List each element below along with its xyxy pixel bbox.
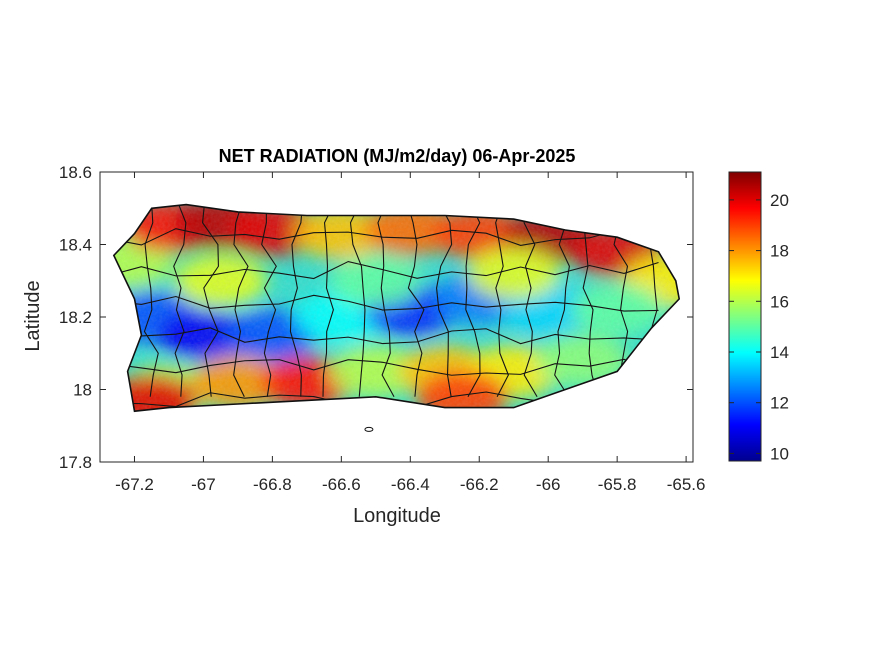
- municipality-boundary: [113, 260, 659, 280]
- municipality-boundary: [523, 204, 538, 398]
- y-axis: 17.8 18 18.2 18.4 18.6: [59, 163, 693, 472]
- y-tick-label: 18: [73, 381, 92, 400]
- municipality-boundary: [261, 204, 277, 397]
- x-tick-label: -66: [536, 475, 561, 494]
- x-tick-label: -67: [191, 475, 216, 494]
- x-tick-label: -67.2: [115, 475, 154, 494]
- colorbar-tick-label: 10: [770, 444, 789, 463]
- municipality-boundary: [113, 227, 659, 246]
- municipality-boundary: [406, 204, 425, 397]
- y-tick-label: 17.8: [59, 453, 92, 472]
- municipality-boundary: [113, 294, 659, 312]
- colorbar-tick-label: 16: [770, 292, 789, 311]
- municipality-boundary: [582, 204, 599, 397]
- municipality-boundary: [436, 204, 453, 397]
- colorbar-tick-label: 20: [770, 191, 789, 210]
- x-axis-label: Longitude: [353, 505, 441, 527]
- municipality-boundary: [233, 204, 249, 397]
- x-tick-label: -66.4: [391, 475, 430, 494]
- y-axis-label: Latitude: [22, 280, 44, 351]
- municipality-boundary: [495, 204, 509, 398]
- colorbar-tick-label: 18: [770, 242, 789, 261]
- x-tick-label: -66.8: [253, 475, 292, 494]
- municipality-boundary: [322, 204, 336, 397]
- municipality-boundary: [349, 204, 366, 397]
- x-tick-label: -65.6: [667, 475, 706, 494]
- radiation-field: [113, 204, 680, 412]
- island-outline: [112, 203, 681, 413]
- y-tick-label: 18.6: [59, 163, 92, 182]
- small-island: [364, 426, 374, 432]
- x-axis: -67.2 -67 -66.8 -66.6 -66.4 -66.2 -66 -65.8 -65.…: [115, 172, 705, 494]
- municipality-boundary: [377, 204, 395, 398]
- colorbar-tick-label: 12: [770, 394, 789, 413]
- y-tick-label: 18.4: [59, 236, 92, 255]
- map-title: NET RADIATION (MJ/m2/day) 06-Apr-2025: [219, 146, 576, 166]
- x-tick-label: -66.2: [460, 475, 499, 494]
- municipality-boundary: [289, 204, 304, 397]
- municipality-boundary: [113, 358, 659, 376]
- colorbar: [728, 171, 762, 462]
- municipality-boundary: [202, 204, 219, 397]
- y-tick-label: 18.2: [59, 308, 92, 327]
- municipality-boundary: [113, 327, 659, 345]
- x-tick-label: -66.6: [322, 475, 361, 494]
- colorbar-tick-label: 14: [770, 343, 789, 362]
- x-tick-label: -65.8: [598, 475, 637, 494]
- municipality-boundary: [143, 204, 159, 397]
- colorbar-ticks: 10 12 14 16 18 20: [729, 191, 789, 463]
- municipality-boundary: [173, 204, 187, 397]
- municipality-boundary: [465, 204, 481, 398]
